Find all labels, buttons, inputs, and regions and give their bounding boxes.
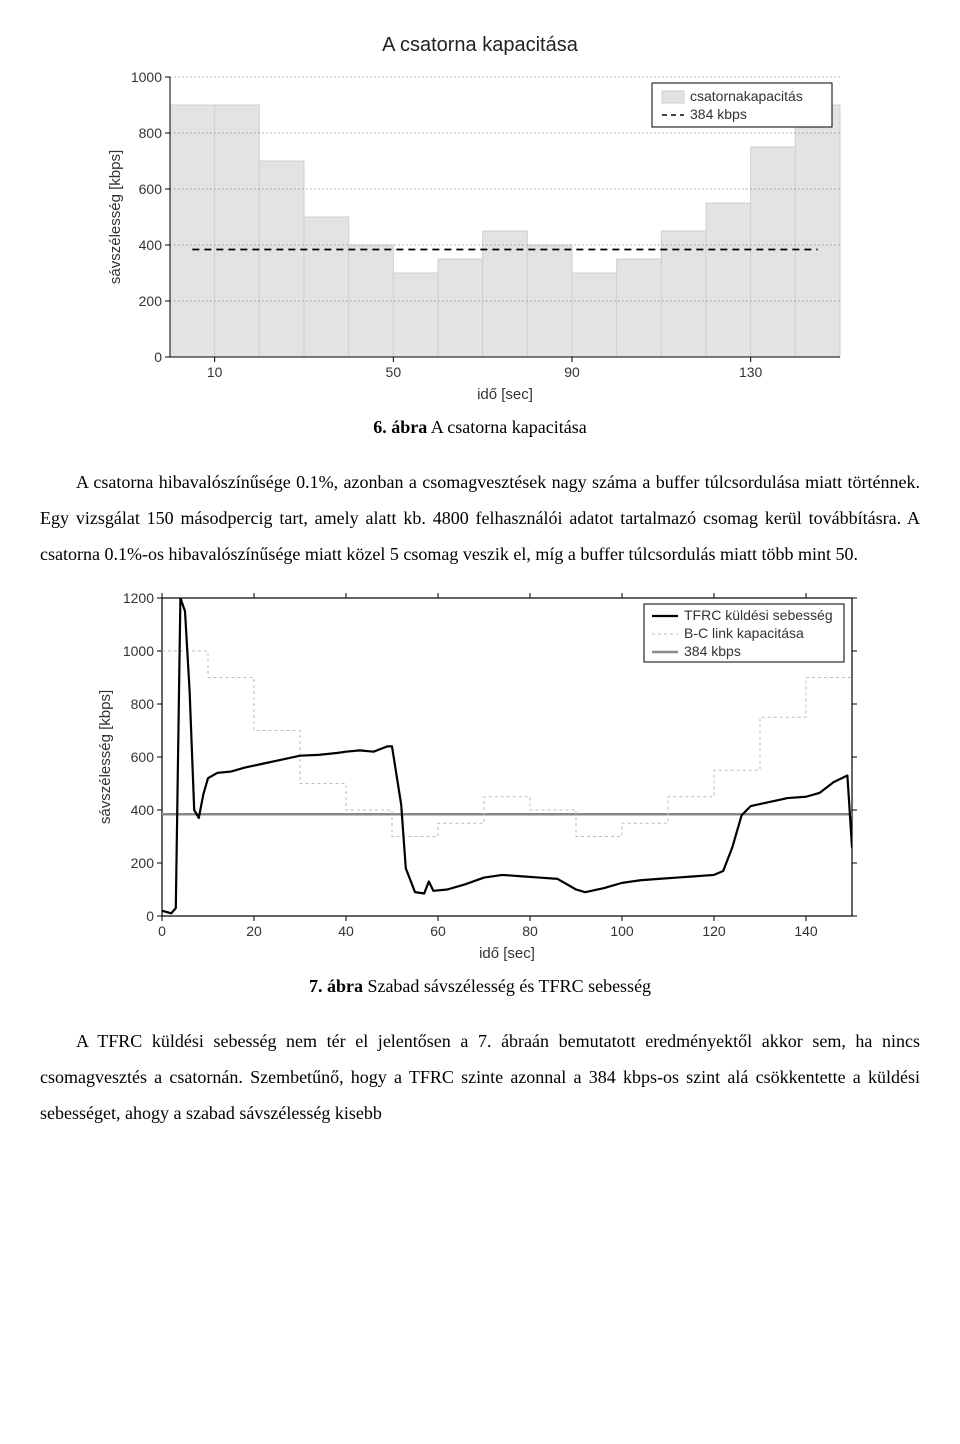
svg-text:130: 130 xyxy=(739,364,763,380)
svg-text:idő [sec]: idő [sec] xyxy=(479,945,535,962)
svg-text:0: 0 xyxy=(154,349,162,365)
figure7-caption-rest: Szabad sávszélesség és TFRC sebesség xyxy=(363,976,651,996)
svg-text:idő [sec]: idő [sec] xyxy=(477,386,533,403)
svg-text:384 kbps: 384 kbps xyxy=(690,106,747,122)
chart1-block: A csatorna kapacitása 0 200 400 600 800 1000 1… xyxy=(40,34,920,407)
svg-text:50: 50 xyxy=(386,364,402,380)
svg-text:0: 0 xyxy=(158,923,166,939)
svg-text:384 kbps: 384 kbps xyxy=(684,643,741,659)
figure7-caption-bold: 7. ábra xyxy=(309,976,363,996)
svg-text:1200: 1200 xyxy=(123,590,154,606)
svg-text:csatornakapacitás: csatornakapacitás xyxy=(690,88,803,104)
svg-text:90: 90 xyxy=(564,364,580,380)
chart1-svg: 0 200 400 600 800 1000 10 50 90 130 idő [sec] sávsz… xyxy=(100,67,860,407)
svg-text:20: 20 xyxy=(246,923,262,939)
chart2-svg: 0 200 400 600 800 1000 1200 0 20 40 60 80 100 120 140 i… xyxy=(90,586,870,966)
svg-text:0: 0 xyxy=(146,908,154,924)
svg-text:800: 800 xyxy=(139,125,163,141)
figure6-caption-bold: 6. ábra xyxy=(373,417,427,437)
svg-text:1000: 1000 xyxy=(123,643,154,659)
svg-text:120: 120 xyxy=(702,923,726,939)
svg-text:600: 600 xyxy=(131,749,155,765)
svg-text:sávszélesség [kbps]: sávszélesség [kbps] xyxy=(97,690,114,824)
svg-text:80: 80 xyxy=(522,923,538,939)
svg-text:10: 10 xyxy=(207,364,223,380)
svg-text:1000: 1000 xyxy=(131,69,162,85)
svg-text:140: 140 xyxy=(794,923,818,939)
figure6-caption: 6. ábra A csatorna kapacitása xyxy=(40,417,920,438)
chart1-title: A csatorna kapacitása xyxy=(40,34,920,57)
svg-text:200: 200 xyxy=(131,855,155,871)
figure6-caption-rest: A csatorna kapacitása xyxy=(427,417,586,437)
svg-text:400: 400 xyxy=(139,237,163,253)
svg-text:200: 200 xyxy=(139,293,163,309)
svg-text:60: 60 xyxy=(430,923,446,939)
svg-text:800: 800 xyxy=(131,696,155,712)
svg-text:B-C link kapacitása: B-C link kapacitása xyxy=(684,625,804,641)
paragraph-2: A TFRC küldési sebesség nem tér el jelen… xyxy=(40,1023,920,1131)
svg-text:600: 600 xyxy=(139,181,163,197)
svg-text:40: 40 xyxy=(338,923,354,939)
svg-text:100: 100 xyxy=(610,923,634,939)
chart2-block: 0 200 400 600 800 1000 1200 0 20 40 60 80 100 120 140 i… xyxy=(40,586,920,966)
svg-text:sávszélesség [kbps]: sávszélesség [kbps] xyxy=(107,150,124,284)
paragraph-1: A csatorna hibavalószínűsége 0.1%, azonb… xyxy=(40,464,920,572)
figure7-caption: 7. ábra Szabad sávszélesség és TFRC sebe… xyxy=(40,976,920,997)
svg-text:TFRC küldési sebesség: TFRC küldési sebesség xyxy=(684,607,833,623)
svg-text:400: 400 xyxy=(131,802,155,818)
